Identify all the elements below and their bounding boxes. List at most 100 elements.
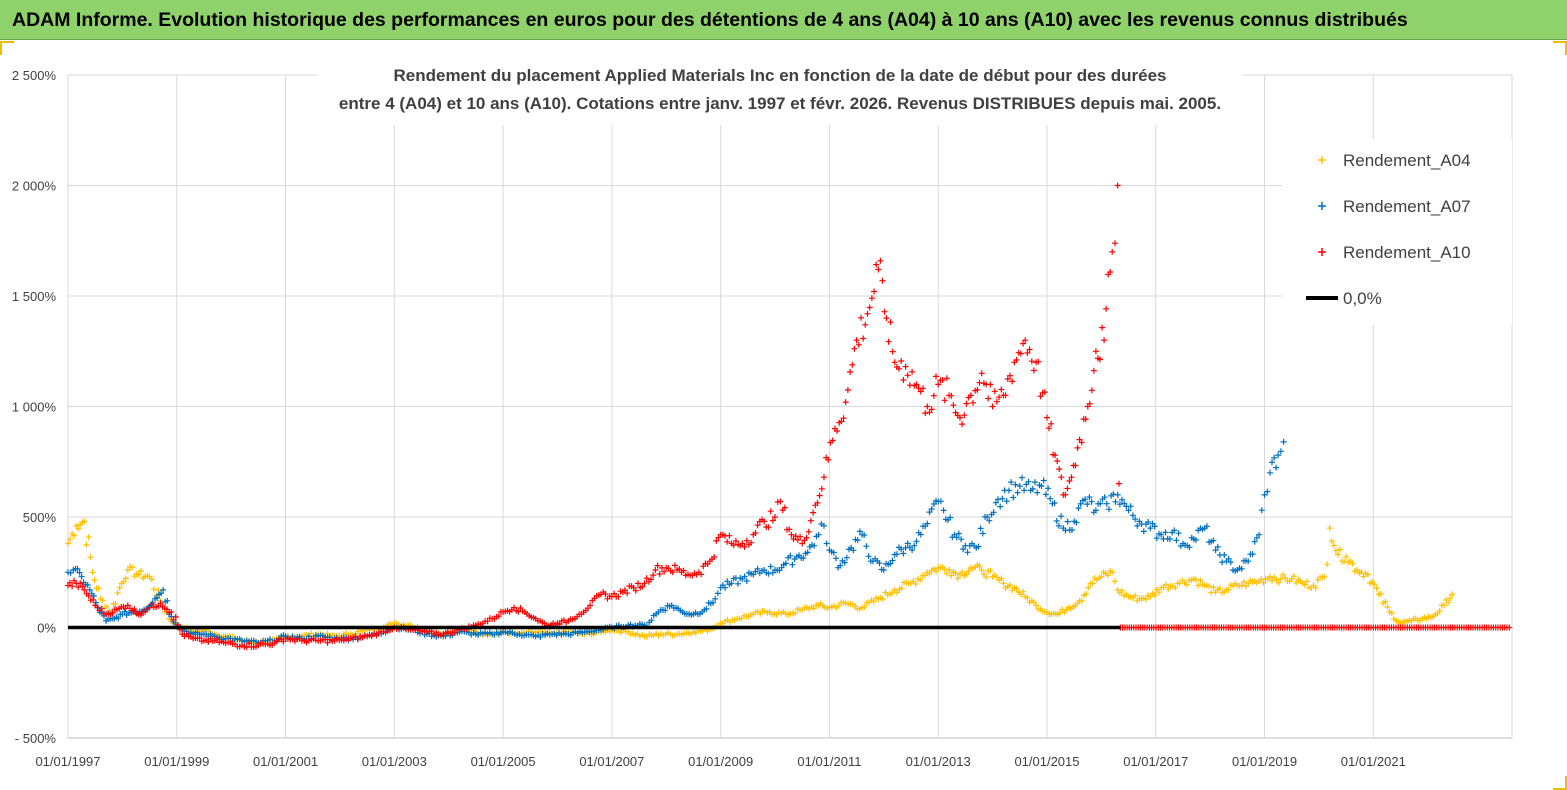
data-point xyxy=(1249,551,1256,558)
data-point xyxy=(1045,485,1052,492)
data-point xyxy=(1210,584,1217,591)
data-point xyxy=(737,542,744,549)
data-point xyxy=(858,314,864,321)
data-point xyxy=(735,580,742,587)
data-point xyxy=(977,525,984,532)
axis-layer: - 500% 0% 500% 1 000% 1 500% 2 000% 2 500% 01/0… xyxy=(12,68,1406,769)
data-point xyxy=(154,595,161,601)
data-point xyxy=(122,575,129,582)
data-point xyxy=(296,635,303,642)
data-point xyxy=(1085,584,1092,591)
data-point xyxy=(941,566,948,573)
data-point xyxy=(743,578,750,584)
data-point xyxy=(917,576,924,583)
data-point xyxy=(153,592,160,599)
data-point xyxy=(930,501,937,507)
data-point xyxy=(133,571,140,578)
data-point xyxy=(989,403,996,410)
data-point xyxy=(508,607,515,613)
data-point xyxy=(802,550,809,557)
data-point xyxy=(1107,269,1114,275)
data-point xyxy=(1277,448,1284,455)
data-point xyxy=(1074,444,1081,451)
y-tick-label: 1 000% xyxy=(12,400,57,415)
data-point xyxy=(722,584,728,591)
data-point xyxy=(1197,577,1204,584)
x-tick-label: 01/01/2013 xyxy=(906,754,971,769)
data-point xyxy=(354,636,361,643)
data-point xyxy=(816,492,823,499)
x-tick-label: 01/01/1997 xyxy=(35,754,100,769)
data-point xyxy=(584,605,591,612)
data-point xyxy=(1012,481,1019,488)
data-point xyxy=(89,569,96,576)
data-point xyxy=(1145,592,1152,599)
data-point xyxy=(924,403,931,410)
series-Rendement_A10 xyxy=(65,182,1513,651)
data-point xyxy=(121,608,128,615)
data-point xyxy=(1112,578,1118,585)
data-point xyxy=(955,530,962,537)
data-point xyxy=(1406,617,1413,624)
data-point xyxy=(1312,584,1319,591)
data-point xyxy=(1073,519,1080,526)
data-point xyxy=(905,580,912,587)
data-point xyxy=(900,550,907,557)
data-point xyxy=(759,516,765,523)
data-point xyxy=(676,566,683,572)
data-point xyxy=(1064,485,1071,492)
corner-mark-bottom-right xyxy=(1553,776,1567,790)
y-tick-label: 2 500% xyxy=(12,68,57,83)
data-point xyxy=(788,531,795,538)
data-point xyxy=(991,388,998,395)
data-point xyxy=(963,400,970,407)
data-point xyxy=(880,596,886,602)
data-point xyxy=(930,392,937,399)
data-point xyxy=(935,381,942,388)
data-point xyxy=(1002,392,1009,399)
data-point xyxy=(1097,356,1103,363)
data-point xyxy=(1003,498,1010,505)
data-point xyxy=(1282,574,1289,581)
legend-swatch xyxy=(1318,202,1326,210)
data-point xyxy=(148,576,155,583)
data-point xyxy=(769,517,776,524)
legend-item: 0,0% xyxy=(1306,289,1382,308)
data-point xyxy=(1114,182,1121,189)
data-point xyxy=(940,507,947,514)
data-point xyxy=(870,598,877,605)
data-point xyxy=(680,567,687,574)
data-point xyxy=(1134,522,1141,529)
x-tick-label: 01/01/1999 xyxy=(144,754,209,769)
data-point xyxy=(74,565,81,572)
legend-item: Rendement_A10 xyxy=(1318,243,1471,262)
data-point xyxy=(71,577,78,584)
chart-title-line-1: Rendement du placement Applied Materials… xyxy=(393,66,1166,85)
data-point xyxy=(987,567,994,574)
data-point xyxy=(115,615,122,622)
data-point xyxy=(911,382,918,389)
data-point xyxy=(963,571,970,578)
data-point xyxy=(997,503,1004,510)
data-point xyxy=(754,522,761,529)
data-point xyxy=(1112,240,1118,247)
data-point xyxy=(965,394,972,401)
data-point xyxy=(1256,531,1263,538)
data-point xyxy=(1042,491,1049,498)
data-point xyxy=(1337,546,1343,553)
data-point xyxy=(778,564,785,571)
y-tick-label: 1 500% xyxy=(12,289,57,304)
data-point xyxy=(898,358,905,364)
data-point xyxy=(1221,588,1228,595)
data-point xyxy=(1362,570,1369,577)
data-point xyxy=(941,397,948,404)
data-point xyxy=(1186,544,1193,551)
data-point xyxy=(970,399,976,406)
data-point xyxy=(1264,488,1271,495)
data-point xyxy=(269,641,276,648)
data-point xyxy=(1264,575,1271,582)
data-point xyxy=(1324,561,1331,568)
data-point xyxy=(741,573,748,580)
data-point xyxy=(1193,576,1199,583)
data-point xyxy=(1243,557,1249,564)
